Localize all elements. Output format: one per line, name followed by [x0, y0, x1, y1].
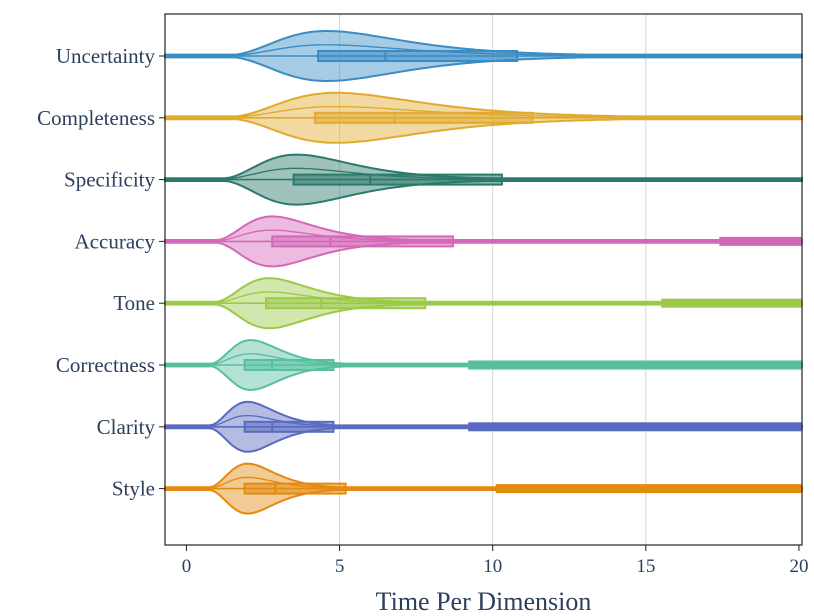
- outlier-points: [468, 360, 802, 370]
- y-tick-label: Completeness: [37, 106, 155, 130]
- box-iqr: [314, 111, 534, 124]
- y-tick-label: Style: [112, 477, 155, 501]
- box-iqr: [265, 297, 427, 310]
- box-iqr: [292, 173, 503, 186]
- y-tick-label: Specificity: [64, 168, 155, 192]
- box-iqr: [271, 235, 454, 248]
- y-axis-tick-labels: Uncertainty Completeness Specificity Accura…: [37, 44, 165, 501]
- y-tick-label: Correctness: [56, 353, 155, 377]
- violin-accuracy: [164, 215, 803, 268]
- box-iqr: [243, 482, 347, 495]
- x-tick-label: 5: [335, 556, 345, 577]
- box-iqr: [243, 420, 335, 433]
- plot-frame: [164, 13, 803, 546]
- outlier-points: [495, 484, 802, 494]
- y-tick-label: Uncertainty: [56, 44, 156, 68]
- x-tick-label: 15: [636, 556, 655, 577]
- violin-correctness: [164, 339, 803, 391]
- x-axis-tick-labels: 0 5 10 15 20: [182, 545, 808, 577]
- outlier-points: [661, 298, 802, 308]
- violins: [164, 30, 803, 515]
- x-axis-label: Time Per Dimension: [376, 587, 592, 616]
- grid-lines: [339, 14, 647, 545]
- violin-uncertainty: [164, 30, 803, 82]
- y-tick-label: Clarity: [97, 415, 156, 439]
- x-tick-label: 20: [789, 556, 808, 577]
- y-tick-label: Accuracy: [75, 229, 156, 253]
- outlier-points: [719, 236, 802, 246]
- box-iqr: [243, 359, 335, 371]
- outlier-points: [468, 422, 802, 432]
- box-iqr: [317, 50, 519, 62]
- violin-style: [164, 462, 803, 515]
- violin-tone: [164, 277, 803, 330]
- violin-specificity: [164, 153, 803, 206]
- x-tick-label: 10: [483, 556, 502, 577]
- x-tick-label: 0: [182, 556, 192, 577]
- violin-completeness: [164, 91, 803, 144]
- y-tick-label: Tone: [113, 291, 155, 315]
- violin-clarity: [164, 400, 803, 453]
